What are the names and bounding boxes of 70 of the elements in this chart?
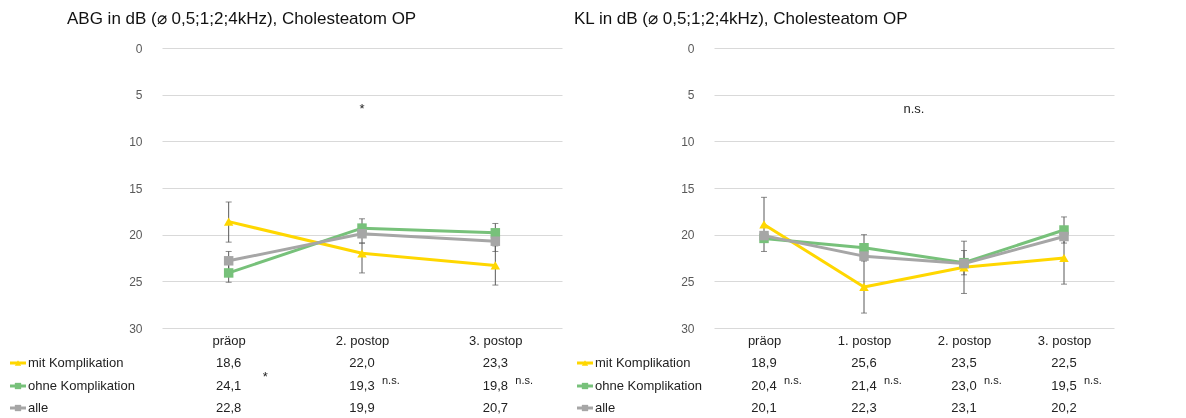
text: n.s. — [884, 373, 902, 386]
y-tick-label: 25 — [681, 274, 695, 289]
x-tick-label: 2. postop — [335, 332, 390, 348]
text: n.s. — [984, 373, 1002, 386]
legend-label: mit Komplikation — [595, 355, 691, 370]
legend-label: ohne Komplikation — [28, 378, 135, 393]
data-label: 25,6 — [851, 355, 877, 370]
point — [223, 256, 234, 266]
x-tick-label: 1. postop — [837, 332, 892, 348]
data-label: 20,4 — [751, 378, 777, 393]
y-tick-label: 0 — [687, 41, 695, 56]
y-tick-label: 10 — [129, 134, 143, 149]
point — [357, 228, 367, 239]
data-label: 20,7 — [482, 400, 508, 415]
point — [759, 220, 769, 229]
x-tick-label: 2. postop — [937, 332, 992, 348]
data-label: 19,5 — [1051, 378, 1077, 393]
x-tick-label: präop — [747, 332, 782, 348]
y-tick-label: 25 — [129, 274, 143, 289]
y-tick-label: 20 — [129, 228, 143, 243]
text: n.s. — [382, 373, 400, 386]
point — [1059, 231, 1069, 242]
data-label: 21,4 — [851, 378, 877, 393]
data-label: 19,9 — [349, 400, 375, 415]
data-label: 23,0 — [951, 378, 977, 393]
point — [859, 251, 869, 261]
annotation: * — [359, 101, 365, 116]
annotation: n.s. — [903, 101, 925, 116]
data-label: 20,2 — [1051, 400, 1077, 415]
y-tick-label: 20 — [681, 228, 695, 243]
x-tick-label: 3. postop — [1037, 332, 1092, 348]
data-label: 23,1 — [951, 400, 977, 415]
point — [1059, 253, 1069, 263]
y-tick-label: 30 — [681, 321, 695, 336]
point — [490, 236, 501, 246]
x-tick-label: präop — [212, 332, 246, 348]
chart-title: KL in dB (⌀ 0,5;1;2;4kHz), Cholesteatom OP — [574, 9, 908, 28]
legend-label: mit Komplikation — [28, 355, 124, 370]
y-tick-label: 15 — [129, 181, 143, 196]
data-label: 24,1 — [216, 378, 242, 393]
x-tick-label: 3. postop — [469, 332, 523, 348]
legend-label: ohne Komplikation — [595, 378, 702, 393]
point — [490, 261, 501, 270]
data-label: 22,0 — [349, 355, 375, 370]
legend-label: alle — [28, 400, 49, 415]
y-tick-label: 10 — [681, 134, 695, 149]
y-tick-label: 15 — [681, 181, 695, 196]
point — [859, 282, 869, 292]
data-label: 22,8 — [216, 400, 242, 415]
y-tick-label: 5 — [135, 88, 143, 103]
data-label: 20,1 — [751, 400, 777, 415]
data-label: 23,5 — [951, 355, 977, 370]
text: n.s. — [515, 373, 534, 386]
data-label: 18,6 — [216, 355, 242, 370]
y-tick-label: 5 — [687, 88, 695, 103]
data-label: 22,5 — [1051, 355, 1077, 370]
data-label: 23,3 — [482, 355, 508, 370]
text: * — [262, 368, 268, 384]
text: n.s. — [784, 373, 802, 386]
y-tick-label: 0 — [135, 41, 143, 56]
data-label: 22,3 — [851, 400, 877, 415]
chart-title: ABG in dB (⌀ 0,5;1;2;4kHz), Cholesteatom OP — [67, 9, 417, 28]
text: n.s. — [1084, 373, 1102, 386]
y-tick-label: 30 — [129, 321, 143, 336]
data-label: 18,9 — [751, 355, 777, 370]
point — [223, 268, 234, 278]
legend-label: alle — [595, 400, 616, 415]
point — [223, 217, 234, 226]
data-label: 19,8 — [482, 378, 508, 393]
data-label: 19,3 — [349, 378, 375, 393]
